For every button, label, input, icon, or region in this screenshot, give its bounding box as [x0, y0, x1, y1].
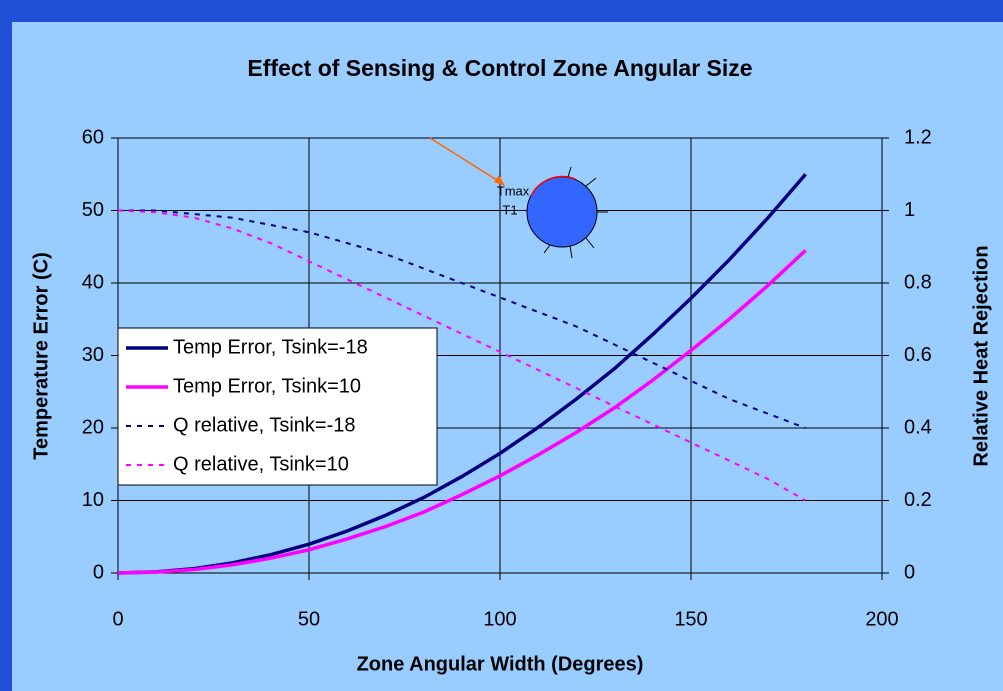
y2-axis-label: Relative Heat Rejection — [970, 245, 992, 466]
legend-label: Q relative, Tsink=10 — [173, 453, 349, 475]
x-tick-label: 100 — [483, 608, 516, 630]
y2-tick-label: 0.4 — [904, 416, 932, 438]
chart-title: Effect of Sensing & Control Zone Angular… — [247, 55, 752, 81]
series-line — [117, 249, 807, 575]
legend-box — [117, 327, 438, 486]
y-tick-label: 40 — [82, 271, 104, 293]
y-tick-label: 30 — [82, 344, 104, 366]
annotation: T1 — [502, 202, 517, 217]
zone-diagram: Tmax T1 — [429, 137, 608, 259]
y-tick-label: 20 — [82, 416, 104, 438]
y2-tick-label: 0.6 — [904, 344, 932, 366]
y-tick-label: 10 — [82, 489, 104, 511]
zone-arc — [530, 175, 576, 197]
y-tick-label: 50 — [82, 199, 104, 221]
arrowhead — [494, 175, 505, 186]
y2-tick-label: 0 — [904, 561, 915, 583]
y2-tick-label: 1.2 — [904, 126, 932, 148]
y2-tick-label: 0.8 — [904, 271, 932, 293]
x-tick-label: 200 — [865, 608, 898, 630]
y-tick-label: 60 — [82, 126, 104, 148]
series-line — [117, 173, 807, 575]
x-tick-label: 50 — [298, 608, 320, 630]
annotation: Tmax — [497, 183, 530, 198]
legend-label: Q relative, Tsink=-18 — [173, 414, 356, 436]
series-line — [118, 209, 806, 429]
x-tick-label: 150 — [674, 608, 707, 630]
arrow — [429, 137, 501, 183]
sensor-ticks — [543, 166, 608, 259]
x-tick-label: 0 — [112, 608, 123, 630]
y2-tick-label: 0.2 — [904, 489, 932, 511]
x-axis-label: Zone Angular Width (Degrees) — [357, 653, 644, 675]
y-tick-label: 0 — [93, 561, 104, 583]
legend-label: Temp Error, Tsink=10 — [173, 375, 361, 397]
legend-label: Temp Error, Tsink=-18 — [173, 336, 368, 358]
y2-tick-label: 1 — [904, 199, 915, 221]
y-axis-label: Temperature Error (C) — [30, 252, 52, 459]
